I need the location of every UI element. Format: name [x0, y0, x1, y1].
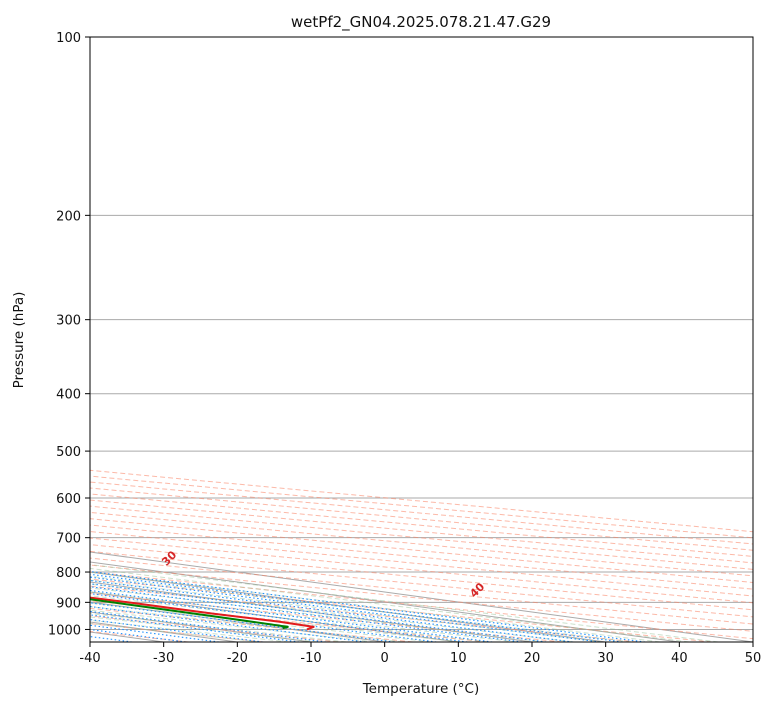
dry-adiabat [90, 564, 753, 632]
x-tick-label: 40 [671, 651, 688, 666]
plot-background [90, 37, 753, 642]
y-tick-label: 600 [56, 492, 81, 507]
moist-adiabat [90, 567, 690, 642]
y-tick-label: 900 [56, 596, 81, 611]
moist-adiabat [90, 571, 661, 642]
x-tick-label: -10 [300, 651, 321, 666]
moist-adiabat [90, 595, 489, 642]
dry-adiabat [90, 578, 712, 642]
y-tick-label: 400 [56, 388, 81, 403]
dry-adiabat [90, 550, 753, 618]
mixing-ratio-line [90, 593, 468, 642]
mixing-ratio-line [90, 589, 493, 642]
dry-adiabat [90, 544, 753, 611]
plot-frame [89, 36, 754, 643]
x-tick-label: -30 [153, 651, 174, 666]
x-axis: -40 -30 -20 -10 0 10 20 30 40 50 [79, 642, 761, 666]
x-tick-label: -20 [227, 651, 248, 666]
x-tick-label: 50 [745, 651, 762, 666]
x-tick-label: 30 [597, 651, 614, 666]
x-tick-label: -40 [79, 651, 100, 666]
x-tick-label: 0 [381, 651, 389, 666]
y-tick-label: 500 [56, 445, 81, 460]
mixing-ratio-line [90, 602, 395, 642]
moist-adiabat [90, 583, 574, 642]
y-tick-label: 300 [56, 314, 81, 329]
moist-adiabat [90, 575, 632, 642]
moist-adiabat [90, 587, 546, 642]
mixing-ratio-line [90, 586, 523, 642]
y-tick-label: 1000 [48, 623, 81, 638]
x-tick-label: 20 [524, 651, 541, 666]
dry-adiabat [90, 557, 753, 625]
y-tick-label: 700 [56, 532, 81, 547]
x-tick-label: 10 [450, 651, 467, 666]
chart-title: wetPf2_GN04.2025.078.21.47.G29 [291, 13, 551, 32]
x-axis-label: Temperature (°C) [362, 681, 480, 697]
y-axis: 100 200 300 400 500 600 700 800 900 1000 [48, 31, 90, 638]
y-tick-label: 200 [56, 209, 81, 224]
y-tick-label: 800 [56, 566, 81, 581]
y-axis-label: Pressure (hPa) [11, 292, 27, 389]
dry-adiabat [90, 475, 753, 539]
y-tick-label: 100 [56, 31, 81, 46]
dry-adiabat [90, 592, 563, 642]
